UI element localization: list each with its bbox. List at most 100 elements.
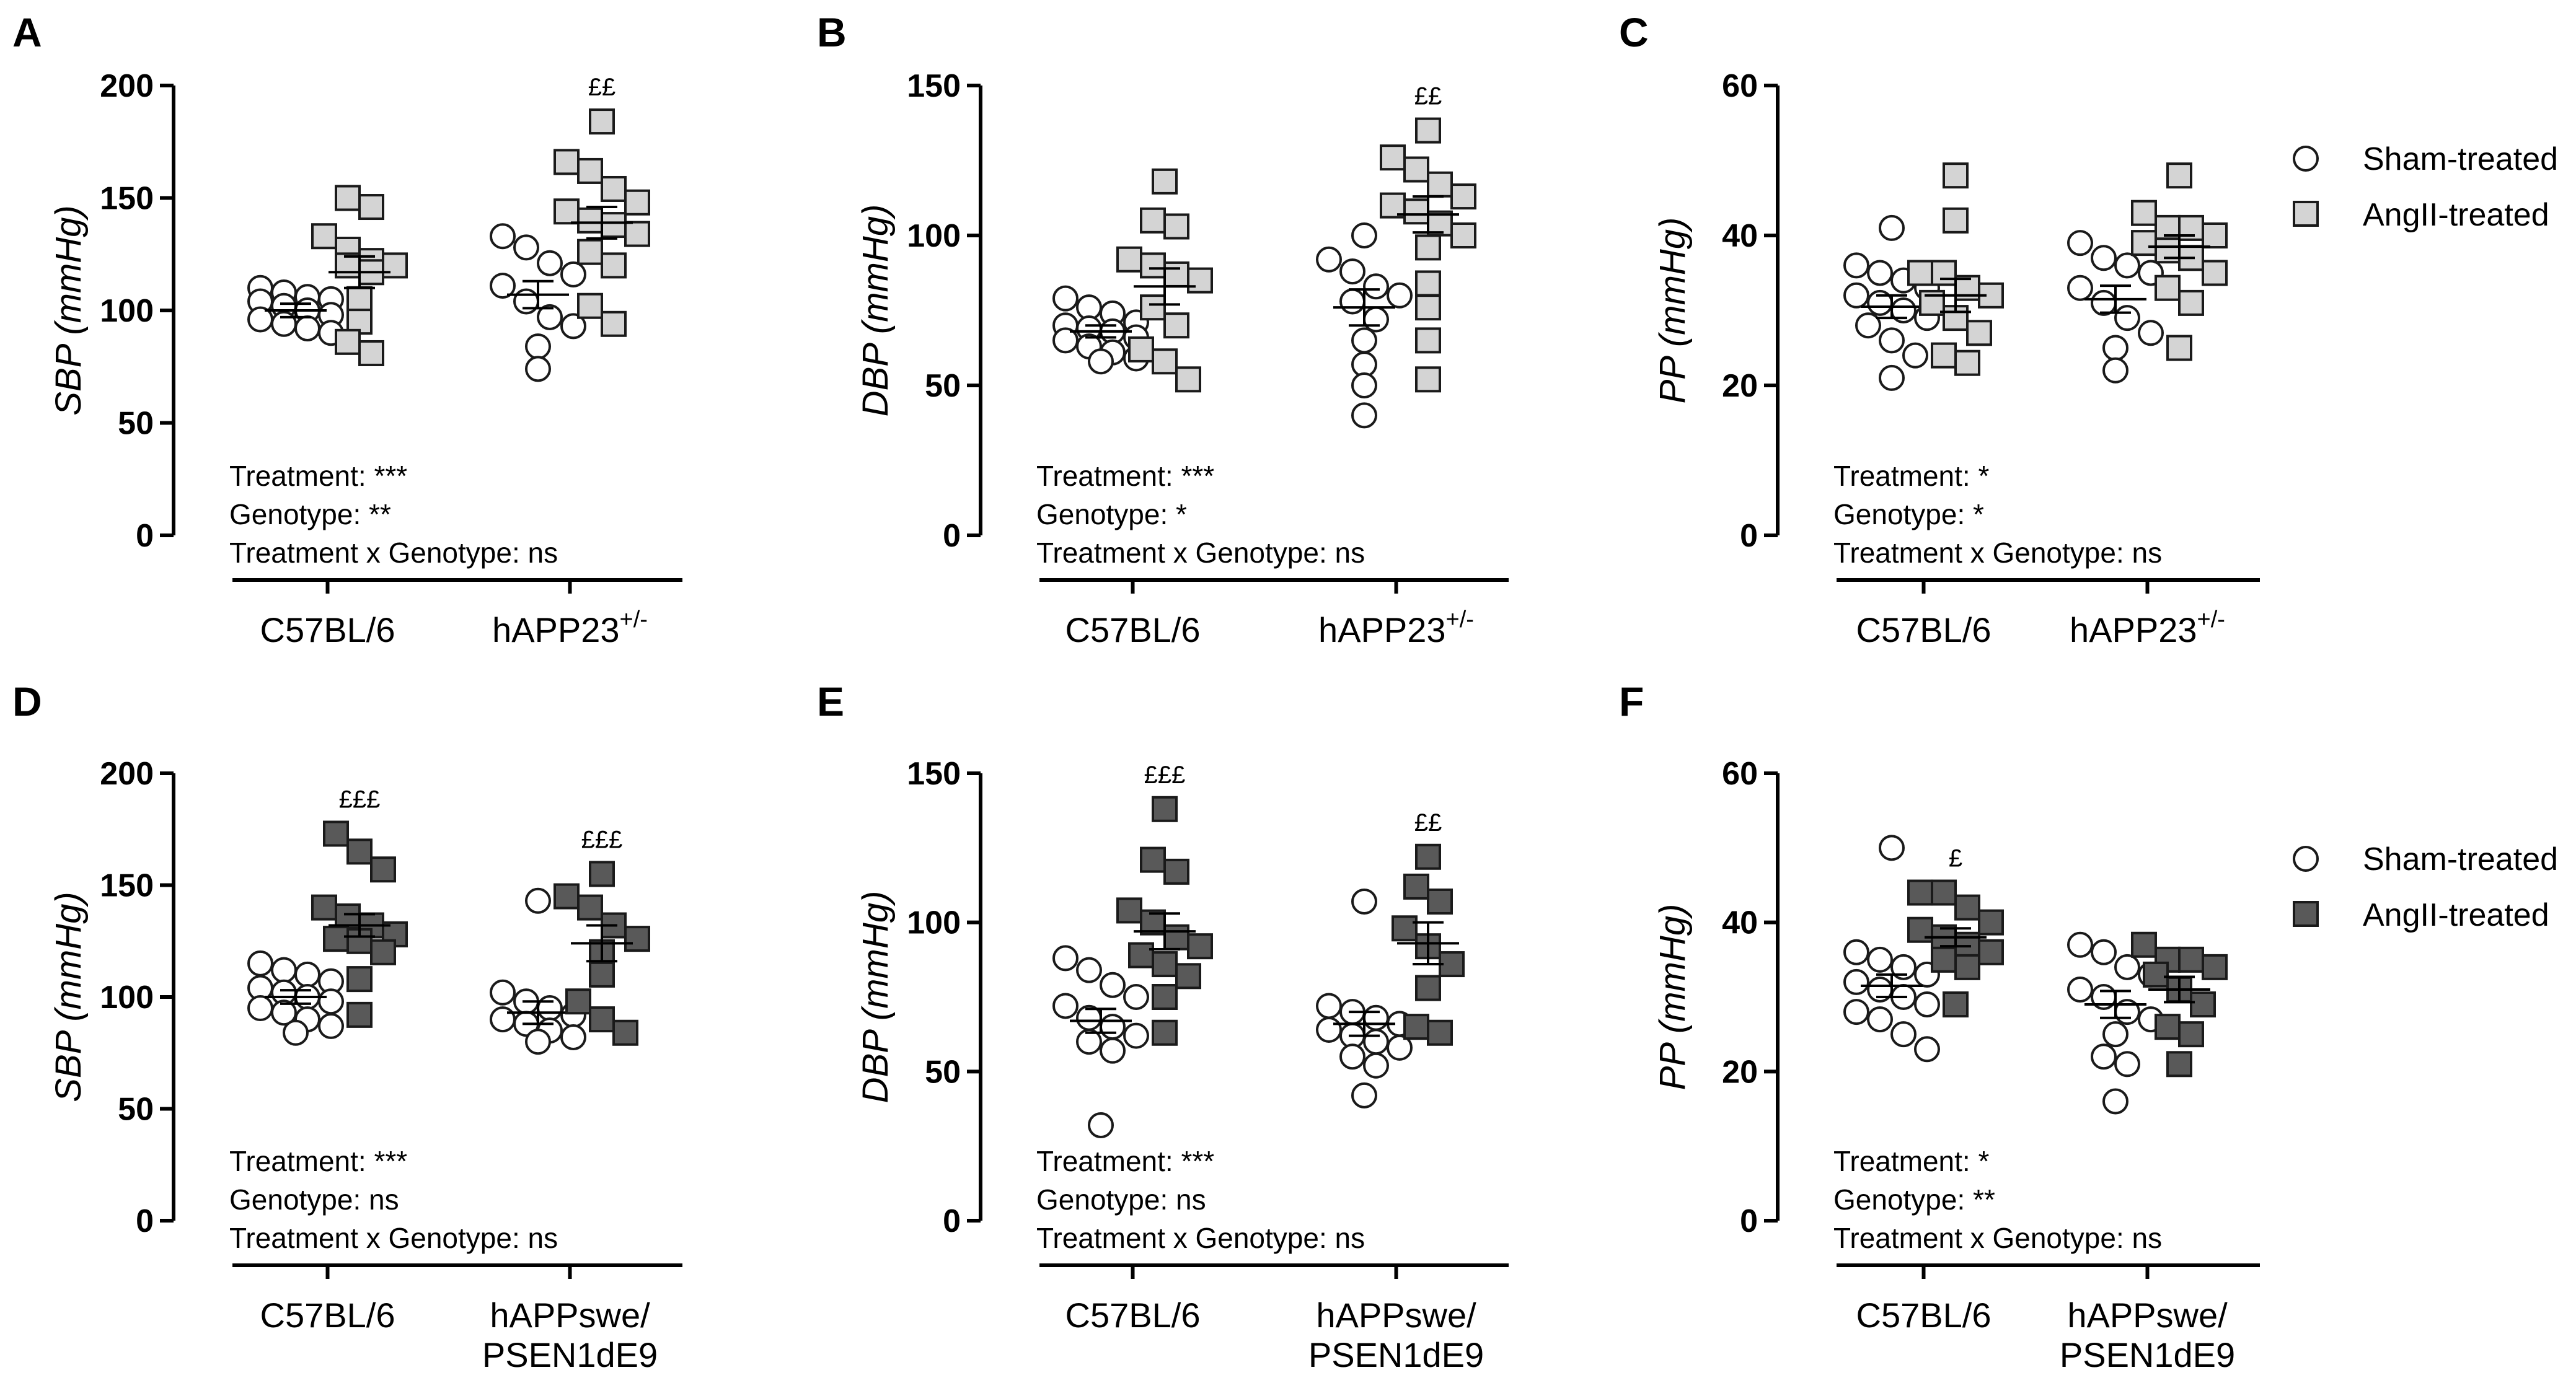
angii-point xyxy=(565,988,591,1015)
legend-sham-marker xyxy=(2293,846,2319,872)
group-angii xyxy=(1116,168,1213,393)
category-label: C57BL/6 xyxy=(1065,610,1201,649)
angii-point xyxy=(323,820,349,847)
category-label: hAPP23+/- xyxy=(1318,607,1474,649)
y-tick-label: 100 xyxy=(100,293,154,329)
sham-point xyxy=(525,356,551,382)
angii-point xyxy=(1403,873,1429,900)
angii-point xyxy=(1931,260,1957,286)
group-sham xyxy=(1052,945,1149,1138)
category-main: hAPPswe/ xyxy=(490,1296,650,1335)
y-tick-label: 200 xyxy=(100,68,154,104)
sham-point xyxy=(537,995,563,1022)
angii-point xyxy=(2166,1051,2192,1078)
angii-point xyxy=(2202,260,2228,286)
sham-point xyxy=(537,304,563,330)
angii-point xyxy=(346,286,373,312)
category-superscript: +/- xyxy=(620,607,648,633)
y-tick-label: 100 xyxy=(907,905,961,941)
angii-point xyxy=(346,1001,373,1028)
group-angii: ££ xyxy=(1380,83,1476,393)
y-tick-label: 100 xyxy=(907,218,961,254)
sham-point xyxy=(1339,288,1365,315)
sham-point xyxy=(1879,327,1905,354)
sham-point xyxy=(1339,258,1365,285)
sham-point xyxy=(1879,364,1905,391)
group-sham xyxy=(2067,931,2164,1115)
y-tick-label: 0 xyxy=(136,518,154,554)
y-tick-label: 100 xyxy=(100,980,154,1016)
angii-point xyxy=(2166,335,2192,361)
y-tick-label: 50 xyxy=(118,406,154,442)
y-tick-label: 150 xyxy=(100,868,154,904)
significance-label: £££ xyxy=(581,826,623,853)
sham-point xyxy=(1351,327,1377,354)
sham-point xyxy=(2102,1088,2128,1115)
group-sham xyxy=(247,274,344,346)
angii-point xyxy=(612,1019,638,1046)
angii-point xyxy=(311,223,337,250)
angii-point xyxy=(624,926,650,952)
significance-label: ££ xyxy=(1414,809,1442,836)
angii-point xyxy=(589,108,615,135)
category-label: C57BL/6 xyxy=(260,610,395,649)
sham-point xyxy=(525,333,551,360)
sham-point xyxy=(2091,289,2117,316)
angii-point xyxy=(1175,366,1201,393)
angii-point xyxy=(382,252,408,279)
angii-point xyxy=(2178,289,2204,316)
y-axis-label: SBP (mmHg) xyxy=(48,892,89,1102)
angii-point xyxy=(1152,796,1178,822)
angii-point xyxy=(1954,894,1980,921)
y-axis-label: PP (mmHg) xyxy=(1652,217,1693,404)
stat-line: Treatment: *** xyxy=(1036,460,1214,492)
sham-point xyxy=(2114,954,2140,980)
angii-point xyxy=(1140,207,1166,234)
sham-point xyxy=(271,310,297,337)
angii-point xyxy=(1187,933,1213,960)
stat-line: Treatment x Genotype: ns xyxy=(229,537,558,569)
angii-point xyxy=(1450,222,1476,248)
panel-letter: F xyxy=(1619,678,1644,724)
legend-sham-label: Sham-treated xyxy=(2363,841,2558,877)
sham-point xyxy=(2091,939,2117,965)
panel-e: E 0 50 100 150 DBP (mmHg) Treatment: *** Genoty… xyxy=(817,678,1509,1374)
legend-1: Sham-treated AngII-treated xyxy=(2293,141,2558,233)
stat-line: Treatment: *** xyxy=(229,1145,407,1177)
group-angii xyxy=(311,185,408,366)
group-angii: £££ xyxy=(554,826,650,1046)
angii-point xyxy=(1415,843,1441,870)
y-tick-label: 20 xyxy=(1722,1054,1758,1090)
angii-point xyxy=(1175,963,1201,990)
sham-point xyxy=(1088,1112,1114,1138)
angii-point xyxy=(1415,270,1441,297)
group-sham xyxy=(1843,835,1940,1063)
category-main: C57BL/6 xyxy=(1856,610,1992,649)
sham-point xyxy=(2067,230,2093,257)
stat-line: Treatment x Genotype: ns xyxy=(229,1222,558,1254)
sham-point xyxy=(1843,999,1869,1025)
angii-point xyxy=(1140,252,1166,279)
angii-point xyxy=(1966,320,1992,346)
sham-point xyxy=(1076,957,1102,983)
panel-c: C 0 20 40 60 PP (mmHg) Treatment: * Genotype: *… xyxy=(1619,9,2260,649)
significance-label: ££ xyxy=(588,74,616,101)
angii-point xyxy=(1415,294,1441,321)
angii-point xyxy=(1152,984,1178,1010)
sham-point xyxy=(271,999,297,1026)
angii-point xyxy=(1140,846,1166,873)
angii-point xyxy=(577,207,603,234)
angii-point xyxy=(1380,144,1406,171)
category-label: C57BL/6 xyxy=(1856,610,1992,649)
sham-point xyxy=(1076,1029,1102,1055)
sham-point xyxy=(1879,214,1905,241)
angii-point xyxy=(1978,939,2004,965)
category-main: C57BL/6 xyxy=(1065,1296,1201,1335)
category-label: hAPP23+/- xyxy=(492,607,648,649)
sham-point xyxy=(1843,939,1869,965)
sham-point xyxy=(1843,252,1869,279)
angii-point xyxy=(1931,946,1957,973)
angii-point xyxy=(624,221,650,247)
group-sham xyxy=(1316,888,1413,1109)
y-tick-label: 150 xyxy=(907,68,961,104)
